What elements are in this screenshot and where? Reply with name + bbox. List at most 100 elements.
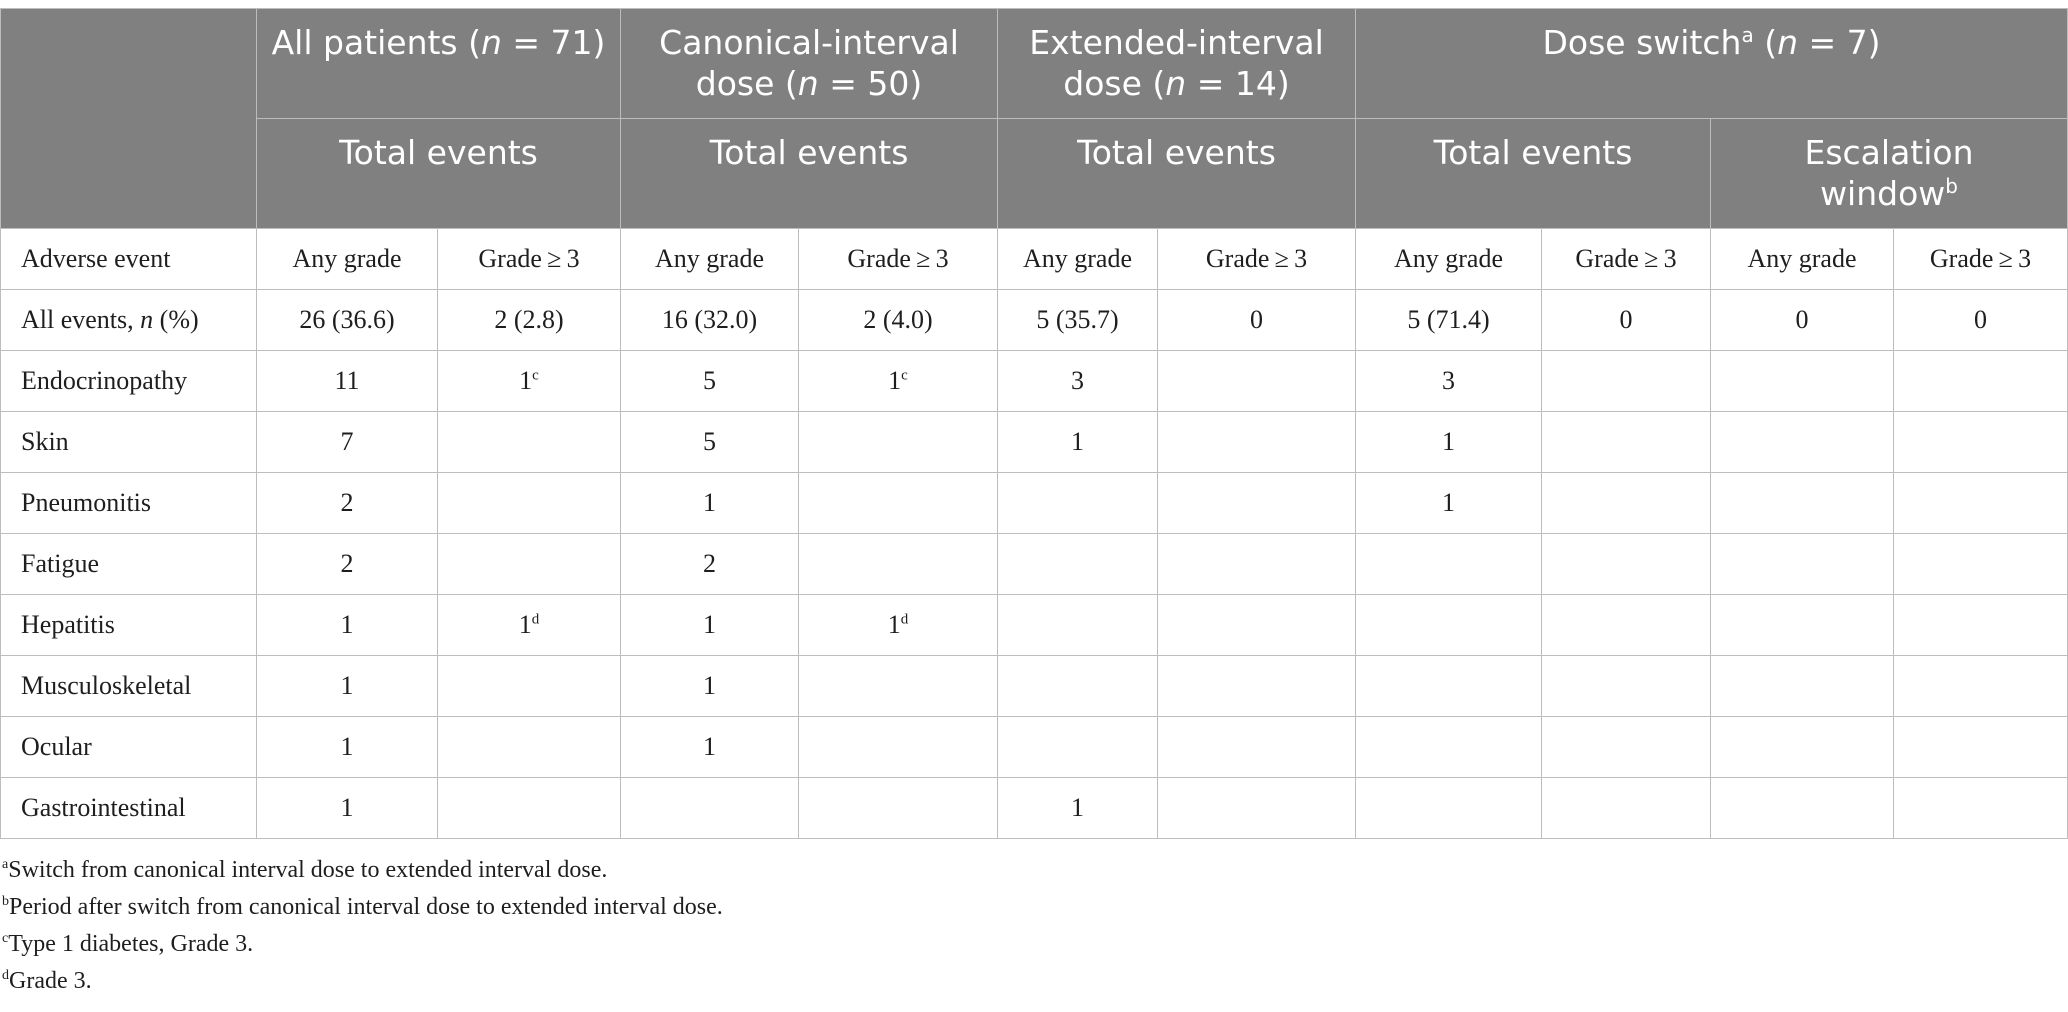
row-label: Pneumonitis <box>0 472 257 534</box>
table-cell <box>1710 533 1895 595</box>
table-cell <box>1893 777 2068 839</box>
header-total-events: Total events <box>255 118 622 229</box>
header-empty-corner <box>0 8 257 229</box>
subheader-any-grade: Any grade <box>620 228 800 290</box>
table-cell <box>1355 533 1543 595</box>
row-label: Gastrointestinal <box>0 777 257 839</box>
table-cell <box>1157 655 1357 717</box>
table-cell <box>436 533 622 595</box>
table-cell <box>997 655 1159 717</box>
table-cell: 1 <box>620 655 800 717</box>
table-cell: 1 <box>620 472 800 534</box>
adverse-events-table: All patients (n = 71) Canonical-interval… <box>0 8 2068 839</box>
table-cell <box>1541 350 1712 412</box>
table-cell <box>1355 594 1543 656</box>
table-cell <box>1541 472 1712 534</box>
subheader-grade3: Grade ≥ 3 <box>1893 228 2068 290</box>
table-cell <box>1710 655 1895 717</box>
table-cell <box>1157 472 1357 534</box>
footnotes: aSwitch from canonical interval dose to … <box>2 852 723 1000</box>
table-cell <box>436 655 622 717</box>
table-cell: 1 <box>620 716 800 778</box>
header-all-patients: All patients (n = 71) <box>255 8 622 119</box>
subheader-grade3: Grade ≥ 3 <box>798 228 999 290</box>
table-row: Musculoskeletal 1 1 <box>0 655 2068 717</box>
table-row: Gastrointestinal 1 1 <box>0 777 2068 839</box>
table-row: Skin 7 5 1 1 <box>0 411 2068 473</box>
table-cell: 5 (71.4) <box>1355 289 1543 351</box>
table-cell <box>1710 472 1895 534</box>
table-cell <box>1710 594 1895 656</box>
header-extended-interval: Extended-interval dose (n = 14) <box>997 8 1357 119</box>
table-cell: 0 <box>1710 289 1895 351</box>
subheader-adverse-event: Adverse event <box>0 228 257 290</box>
table-cell: 3 <box>997 350 1159 412</box>
table-cell <box>1157 350 1357 412</box>
table-cell <box>1541 594 1712 656</box>
table-cell <box>1893 472 2068 534</box>
table-cell <box>1710 777 1895 839</box>
table-cell: 1 <box>1355 472 1543 534</box>
table-cell: 0 <box>1893 289 2068 351</box>
table-cell <box>1710 350 1895 412</box>
table-cell: 5 (35.7) <box>997 289 1159 351</box>
table-cell <box>1710 411 1895 473</box>
table-cell <box>1157 716 1357 778</box>
table-cell: 2 (2.8) <box>436 289 622 351</box>
row-label: All events, n (%) <box>0 289 257 351</box>
table-cell <box>436 716 622 778</box>
table-cell: 0 <box>1541 289 1712 351</box>
table-cell <box>997 533 1159 595</box>
table-row: Pneumonitis 2 1 1 <box>0 472 2068 534</box>
subheader-any-grade: Any grade <box>997 228 1159 290</box>
table-cell: 2 (4.0) <box>798 289 999 351</box>
subheader-any-grade: Any grade <box>1710 228 1895 290</box>
table-cell: 1 <box>997 777 1159 839</box>
table-cell <box>798 777 999 839</box>
table-cell: 3 <box>1355 350 1543 412</box>
subheader-grade3: Grade ≥ 3 <box>436 228 622 290</box>
table-cell <box>1893 411 2068 473</box>
table-cell: 1 <box>256 594 438 656</box>
table-cell <box>1893 655 2068 717</box>
subheader-grade3: Grade ≥ 3 <box>1541 228 1712 290</box>
table-cell: 1 <box>620 594 800 656</box>
subheader-any-grade: Any grade <box>256 228 438 290</box>
table-cell <box>1541 716 1712 778</box>
header-total-events: Total events <box>1355 118 1712 229</box>
table-cell <box>1157 533 1357 595</box>
table-cell: 2 <box>256 533 438 595</box>
table-cell: 16 (32.0) <box>620 289 800 351</box>
table-cell: 1 <box>1355 411 1543 473</box>
table-cell: 1c <box>798 350 999 412</box>
table-cell <box>436 472 622 534</box>
table-cell <box>1541 655 1712 717</box>
table-cell: 1 <box>256 777 438 839</box>
table-cell <box>1541 777 1712 839</box>
subheader-row: Adverse event Any grade Grade ≥ 3 Any gr… <box>0 228 2068 290</box>
table-cell <box>1541 411 1712 473</box>
table-cell <box>798 472 999 534</box>
table-cell <box>1157 411 1357 473</box>
table-cell <box>1157 594 1357 656</box>
header-escalation-window: Escalation windowb <box>1710 118 2068 229</box>
table-row: Endocrinopathy 11 1c 5 1c 3 3 <box>0 350 2068 412</box>
row-label: Musculoskeletal <box>0 655 257 717</box>
table-body: All events, n (%) 26 (36.6) 2 (2.8) 16 (32.… <box>0 289 2068 839</box>
table-cell: 1d <box>798 594 999 656</box>
header-dose-switch: Dose switcha (n = 7) <box>1355 8 2068 119</box>
table-cell: 5 <box>620 411 800 473</box>
table-cell: 1 <box>256 655 438 717</box>
table-row: Ocular 1 1 <box>0 716 2068 778</box>
header-canonical-interval: Canonical-interval dose (n = 50) <box>620 8 999 119</box>
row-label: Fatigue <box>0 533 257 595</box>
subheader-grade3: Grade ≥ 3 <box>1157 228 1357 290</box>
table-cell <box>1355 716 1543 778</box>
table-cell <box>1893 350 2068 412</box>
table-cell <box>1355 655 1543 717</box>
footnote: dGrade 3. <box>2 968 92 994</box>
footnote: aSwitch from canonical interval dose to … <box>2 857 608 883</box>
footnote: bPeriod after switch from canonical inte… <box>2 894 723 920</box>
table-cell <box>436 411 622 473</box>
table-cell <box>997 594 1159 656</box>
